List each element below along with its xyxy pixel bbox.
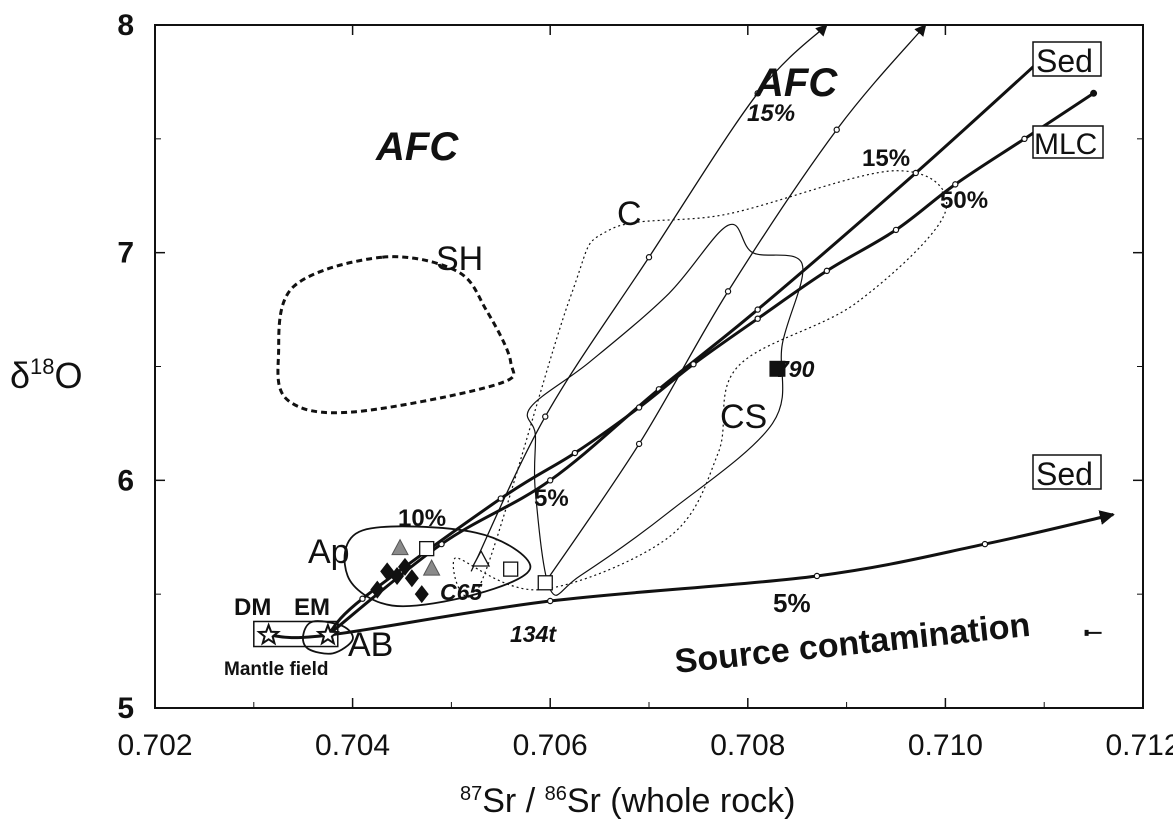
field-outline-sh	[276, 255, 516, 415]
sample-square-open	[503, 561, 519, 577]
ab-field-label: AB	[348, 626, 393, 664]
sample-markers	[256, 360, 1102, 646]
curve-tick-afc2	[833, 126, 840, 133]
y-tick-label: 6	[117, 464, 134, 497]
end-member-star	[315, 622, 341, 646]
error-bar-cap	[1084, 629, 1089, 636]
curve-tick-afc2	[724, 288, 732, 295]
y-tick-label: 8	[117, 9, 134, 42]
percent-5-mid: 5%	[534, 485, 569, 512]
curve-tick-source	[981, 540, 989, 548]
x-tick-label: 0.706	[513, 729, 588, 762]
curve-tick-source	[813, 572, 821, 580]
curve-tick-afc1	[754, 90, 761, 97]
ap-field-label: Ap	[308, 533, 350, 571]
mixing-curve-afc1	[470, 24, 828, 572]
curve-tick-source	[547, 597, 554, 605]
x-tick-label: 0.704	[315, 729, 390, 762]
sed-top-label: Sed	[1036, 43, 1093, 79]
mixing-curve-mlc	[326, 92, 1095, 637]
percent-15-mlc: 15%	[862, 145, 910, 172]
sample-triangle-gray	[391, 538, 409, 556]
curve-tick-afc1	[645, 254, 653, 261]
sample-diamond	[414, 585, 429, 604]
x-tick-label: 0.708	[710, 729, 785, 762]
x-tick-label: 0.702	[117, 729, 192, 762]
curve-tick-mlc	[690, 361, 697, 368]
curve-tick-mlc	[823, 267, 831, 275]
curve-tick-mlc	[892, 226, 900, 234]
mantle-field-label: Mantle field	[224, 659, 329, 680]
c-field-label: C	[617, 195, 642, 233]
curve-tick-afc1	[542, 413, 549, 420]
sample-diamond	[370, 580, 385, 599]
sample-triangle-gray	[422, 559, 441, 576]
y-tick-label: 7	[117, 237, 134, 270]
sample-square-filled	[769, 360, 786, 377]
end-member-star	[256, 622, 281, 646]
axis-ticks: 0.702 0.704 0.706 0.708 0.710 0.712 5 6 7 8	[117, 9, 1173, 762]
sample-diamond	[404, 569, 419, 588]
sample-square-open	[537, 575, 553, 591]
percent-50: 50%	[940, 187, 988, 214]
plot-area	[154, 24, 1144, 709]
x-tick-label: 0.712	[1105, 729, 1173, 762]
curve-tick-mlc	[635, 404, 643, 411]
sample-c65-label: C65	[440, 579, 483, 605]
curve-tick-mlc	[1021, 135, 1028, 143]
curve-tick-sed_top	[912, 169, 919, 177]
mlc-box	[1032, 125, 1104, 159]
sample-square-open	[419, 540, 435, 557]
cs-field-label: CS	[720, 398, 767, 436]
afc-label-top: AFC	[754, 61, 838, 105]
sh-field-label: SH	[436, 240, 483, 278]
sed-bottom-box	[1032, 454, 1102, 490]
y-axis-label: δ18O	[10, 354, 83, 396]
percent-5-source: 5%	[773, 588, 811, 618]
sed-bottom-label: Sed	[1036, 456, 1093, 492]
sed-top-box	[1032, 41, 1102, 77]
curve-tick-mlc	[571, 449, 579, 457]
curve-tick-sed_top	[547, 477, 554, 484]
curve-tick-afc2	[635, 440, 643, 448]
sample-triangle-open	[471, 549, 491, 567]
sample-diamond	[397, 557, 412, 576]
curve-tick-mlc	[952, 181, 959, 188]
percent-15-afc: 15%	[747, 100, 795, 127]
mlc-end-point	[1090, 89, 1098, 97]
field-outline-ab	[302, 620, 354, 655]
field-outline-cs	[526, 223, 804, 596]
sample-134t-label: 134t	[510, 621, 557, 647]
sample-diamond	[390, 566, 405, 585]
curve-tick-mlc	[359, 595, 366, 602]
x-axis-label: 87Sr / 86Sr (whole rock)	[460, 782, 795, 820]
afc-label-left: AFC	[375, 125, 459, 169]
percent-10: 10%	[398, 505, 446, 532]
curve-tick-mlc	[497, 495, 504, 502]
em-label: EM	[294, 594, 330, 621]
curve-tick-mlc	[754, 315, 761, 322]
y-tick-label: 5	[117, 692, 134, 725]
sample-790-label: 790	[776, 356, 815, 382]
field-outline-ap	[343, 525, 532, 608]
x-tick-label: 0.710	[908, 729, 983, 762]
mlc-label: MLC	[1034, 128, 1097, 161]
curve-tick-sed_top	[754, 306, 761, 313]
dm-label: DM	[234, 594, 271, 621]
mixing-curves	[268, 24, 1115, 640]
